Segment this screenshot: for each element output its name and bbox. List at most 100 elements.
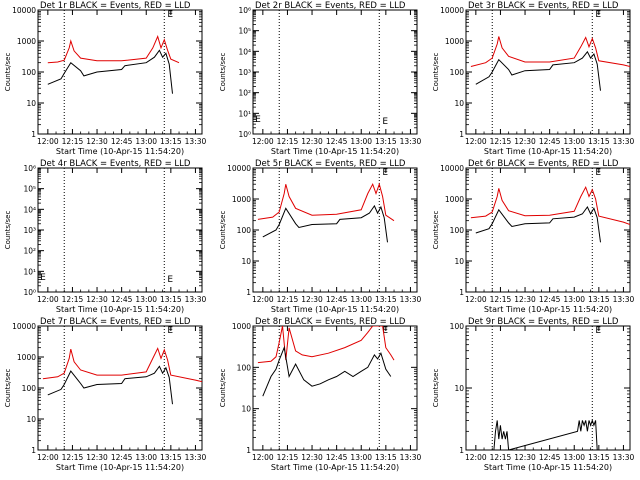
x-tick-label: 12:45 xyxy=(111,295,133,304)
y-tick-label: 1000 xyxy=(445,195,464,204)
plot-frame xyxy=(252,167,418,293)
x-tick-label: 13:00 xyxy=(350,453,372,462)
x-tick-label: 12:15 xyxy=(490,453,512,462)
y-axis-label: Counts/sec xyxy=(432,53,440,92)
x-tick-label: 13:15 xyxy=(375,137,397,146)
series-line-lld xyxy=(470,185,630,225)
panel-2: Det 2r BLACK = Events, RED = LLD Counts/s… xyxy=(219,1,421,156)
y-tick-label: 10000 xyxy=(440,6,464,15)
y-tick-label: 10⁶ xyxy=(23,164,36,173)
y-tick-label: 10 xyxy=(241,405,251,414)
x-tick-label: 12:30 xyxy=(301,295,323,304)
y-tick-label: 10 xyxy=(26,99,36,108)
y-tick-label: 10 xyxy=(26,415,36,424)
panel-5: Det 5r BLACK = Events, RED = LLD Counts/s… xyxy=(219,159,421,314)
y-tick-label: 10³ xyxy=(238,68,251,77)
x-tick-label: 13:30 xyxy=(613,137,635,146)
series-line-lld xyxy=(470,36,630,67)
x-tick-label: 12:15 xyxy=(277,453,299,462)
x-tick-label: 12:15 xyxy=(62,137,84,146)
x-tick-label: 13:30 xyxy=(400,295,422,304)
x-tick-label: 13:15 xyxy=(588,137,610,146)
x-tick-label: 12:45 xyxy=(111,137,133,146)
x-tick-label: 13:15 xyxy=(160,453,182,462)
marker-letter: E xyxy=(167,10,173,20)
marker-letter: E xyxy=(382,117,388,127)
panel-title: Det 4r BLACK = Events, RED = LLD xyxy=(40,159,191,169)
y-tick-label: 1 xyxy=(246,446,251,455)
x-tick-label: 13:00 xyxy=(135,137,157,146)
panel-title: Det 1r BLACK = Events, RED = LLD xyxy=(40,1,191,11)
y-tick-label: 10² xyxy=(23,247,36,256)
y-tick-label: 100 xyxy=(237,363,252,372)
x-tick-label: 12:15 xyxy=(490,137,512,146)
y-tick-label: 1 xyxy=(459,288,464,297)
series-line-events xyxy=(262,345,392,397)
plot-frame xyxy=(37,167,203,293)
panel-title: Det 2r BLACK = Events, RED = LLD xyxy=(255,1,406,11)
x-tick-label: 12:00 xyxy=(465,453,487,462)
x-tick-label: 12:15 xyxy=(62,295,84,304)
y-tick-label: 10⁵ xyxy=(23,185,36,194)
x-tick-label: 13:30 xyxy=(613,453,635,462)
x-tick-label: 13:15 xyxy=(588,295,610,304)
y-tick-label: 1000 xyxy=(17,353,36,362)
x-axis-label: Start Time (10-Apr-15 11:54:20) xyxy=(56,147,184,156)
plot-frame xyxy=(37,325,203,451)
y-tick-label: 10⁴ xyxy=(238,47,251,56)
x-tick-label: 12:30 xyxy=(86,137,108,146)
x-tick-label: 12:30 xyxy=(86,295,108,304)
panel-9: Det 9r BLACK = Events, RED = LLD Counts/s… xyxy=(432,317,634,472)
series-line-events xyxy=(47,365,173,405)
x-tick-label: 13:30 xyxy=(185,453,207,462)
y-axis-label: Counts/sec xyxy=(219,53,227,92)
y-tick-label: 1000 xyxy=(232,322,251,331)
plot-frame xyxy=(252,325,418,451)
y-tick-label: 10000 xyxy=(12,322,36,331)
x-tick-label: 12:45 xyxy=(326,453,348,462)
panel-4: Det 4r BLACK = Events, RED = LLD Counts/s… xyxy=(4,159,206,314)
series-line-events xyxy=(47,49,173,94)
marker-letter: E xyxy=(167,326,173,336)
x-tick-label: 13:30 xyxy=(185,137,207,146)
y-tick-label: 1000 xyxy=(17,37,36,46)
y-tick-label: 10000 xyxy=(227,164,251,173)
x-axis-label: Start Time (10-Apr-15 11:54:20) xyxy=(484,463,612,472)
y-tick-label: 10 xyxy=(454,257,464,266)
series-line-events xyxy=(475,206,601,243)
plot-frame xyxy=(465,167,631,293)
panel-title: Det 3r BLACK = Events, RED = LLD xyxy=(468,1,619,11)
x-tick-label: 12:45 xyxy=(326,137,348,146)
x-tick-label: 13:15 xyxy=(160,137,182,146)
y-tick-label: 1 xyxy=(459,446,464,455)
x-tick-label: 12:00 xyxy=(465,295,487,304)
panel-title: Det 6r BLACK = Events, RED = LLD xyxy=(468,159,619,169)
marker-letter: E xyxy=(167,275,173,285)
series-line-events xyxy=(262,204,388,243)
x-tick-label: 13:15 xyxy=(375,295,397,304)
y-tick-label: 1000 xyxy=(232,195,251,204)
x-axis-label: Start Time (10-Apr-15 11:54:20) xyxy=(484,305,612,314)
x-tick-label: 13:30 xyxy=(613,295,635,304)
plot-frame xyxy=(465,325,631,451)
marker-letter: E xyxy=(595,168,601,178)
x-tick-label: 12:30 xyxy=(514,295,536,304)
y-tick-label: 1000 xyxy=(445,37,464,46)
x-tick-label: 13:30 xyxy=(400,137,422,146)
y-axis-label: Counts/sec xyxy=(432,369,440,408)
marker-letter: E xyxy=(40,273,46,283)
panel-title: Det 9r BLACK = Events, RED = LLD xyxy=(468,317,619,327)
x-axis-label: Start Time (10-Apr-15 11:54:20) xyxy=(271,147,399,156)
x-tick-label: 12:15 xyxy=(277,137,299,146)
x-tick-label: 13:00 xyxy=(135,295,157,304)
y-tick-label: 100 xyxy=(22,384,37,393)
x-axis-label: Start Time (10-Apr-15 11:54:20) xyxy=(271,305,399,314)
y-axis-label: Counts/sec xyxy=(219,369,227,408)
y-tick-label: 10¹ xyxy=(238,109,251,118)
panel-6: Det 6r BLACK = Events, RED = LLD Counts/s… xyxy=(432,159,634,314)
x-tick-label: 13:00 xyxy=(563,137,585,146)
x-tick-label: 12:30 xyxy=(301,137,323,146)
series-line-lld xyxy=(257,326,395,364)
plot-frame xyxy=(465,9,631,135)
